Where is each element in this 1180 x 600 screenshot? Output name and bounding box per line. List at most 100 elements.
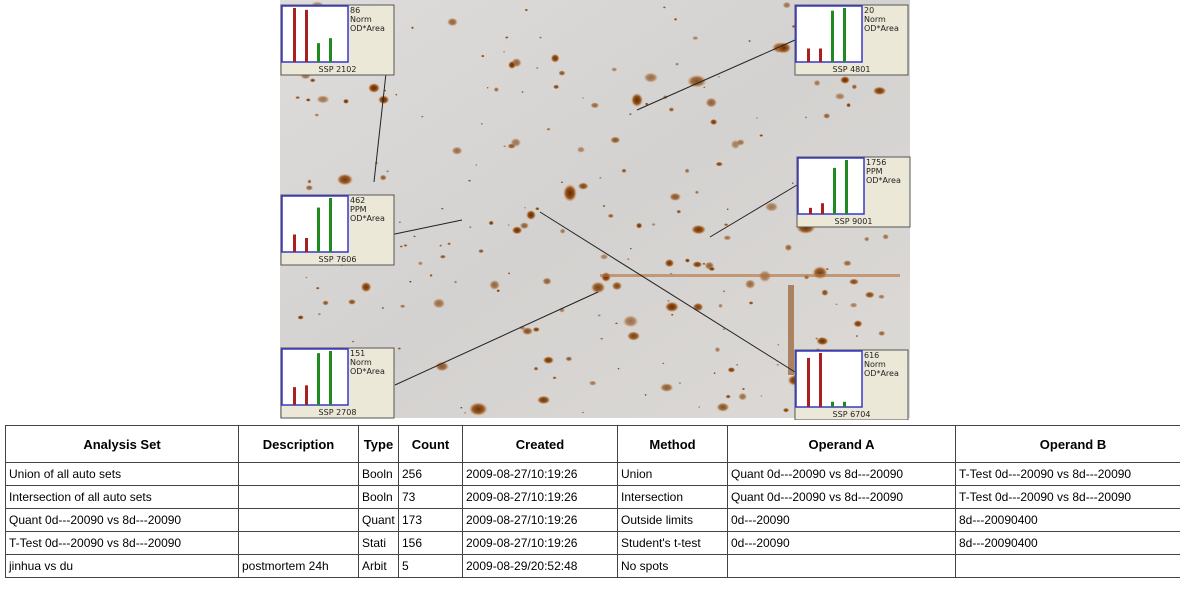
- gel-spot: [352, 341, 355, 343]
- gel-spot: [742, 388, 745, 390]
- gel-spot: [521, 91, 524, 93]
- gel-spot: [835, 303, 838, 305]
- table-cell: 156: [399, 532, 463, 555]
- gel-spot: [590, 102, 599, 108]
- inset-unit: Norm: [350, 15, 372, 24]
- gel-spot: [674, 18, 677, 21]
- gel-spot: [759, 134, 763, 137]
- gel-spot: [651, 223, 655, 226]
- gel-spot: [381, 307, 384, 309]
- inset-bar: [305, 10, 308, 62]
- column-header: Operand B: [956, 426, 1180, 463]
- inset-plot: [282, 6, 348, 62]
- gel-spot: [718, 76, 721, 78]
- inset-ssp: SSP 4801: [833, 65, 871, 74]
- inset-bar: [809, 208, 812, 214]
- inset-measure: OD*Area: [864, 24, 899, 33]
- gel-spot: [882, 234, 889, 240]
- gel-spot: [546, 128, 550, 131]
- gel-spot: [760, 395, 762, 397]
- gel-spot: [864, 237, 869, 242]
- gel-spot: [560, 228, 566, 233]
- inset-bar: [843, 402, 846, 407]
- gel-spot: [316, 95, 329, 103]
- gel-spot: [603, 205, 606, 208]
- gel-spot: [413, 235, 416, 237]
- table-cell: [239, 509, 359, 532]
- gel-spot: [600, 254, 608, 260]
- gel-spot: [503, 145, 506, 147]
- gel-spot: [792, 182, 794, 184]
- gel-spot: [663, 6, 666, 8]
- table-cell: T-Test 0d---20090 vs 8d---20090: [6, 532, 239, 555]
- table-row: Union of all auto setsBooln2562009-08-27…: [6, 463, 1180, 486]
- gel-spot: [582, 97, 584, 99]
- gel-spot: [667, 300, 670, 302]
- gel-spot: [698, 406, 700, 408]
- gel-spot: [297, 315, 304, 320]
- gel-spot: [715, 162, 723, 167]
- gel-spot: [368, 83, 380, 93]
- inset-ssp: SSP 6704: [833, 410, 871, 419]
- gel-spot: [849, 278, 859, 285]
- gel-spot: [533, 327, 540, 332]
- table-cell: Quant: [359, 509, 399, 532]
- gel-spot: [636, 223, 643, 229]
- gel-spot: [599, 177, 602, 179]
- gel-spot: [307, 179, 311, 183]
- gel-spot: [478, 249, 484, 253]
- table-cell: Intersection: [618, 486, 728, 509]
- gel-spot: [553, 85, 559, 90]
- gel-spot: [537, 396, 551, 405]
- gel-spot: [452, 147, 463, 155]
- inset-unit: Norm: [864, 360, 886, 369]
- table-cell: Quant 0d---20090 vs 8d---20090: [6, 509, 239, 532]
- inset-bar: [843, 8, 846, 62]
- table-cell: [239, 532, 359, 555]
- gel-spot: [814, 80, 821, 86]
- table-cell: [956, 555, 1180, 578]
- gel-spot: [512, 226, 523, 234]
- gel-spot: [777, 42, 792, 53]
- table-cell: Stati: [359, 532, 399, 555]
- gel-spot: [551, 54, 560, 63]
- inset-value: 462: [350, 196, 365, 205]
- gel-spot: [411, 26, 414, 29]
- gel-spot: [578, 182, 589, 189]
- gel-spot: [430, 274, 433, 277]
- gel-spot: [695, 191, 699, 194]
- column-header: Count: [399, 426, 463, 463]
- gel-spot: [318, 313, 322, 316]
- gel-spot: [522, 327, 533, 335]
- inset-plot: [282, 196, 348, 252]
- gel-spot: [675, 63, 679, 66]
- table-cell: 2009-08-27/10:19:26: [463, 486, 618, 509]
- table-cell: Booln: [359, 463, 399, 486]
- inset-bar: [833, 168, 836, 214]
- table-cell: postmortem 24h: [239, 555, 359, 578]
- gel-spot: [507, 143, 516, 149]
- table-cell: Intersection of all auto sets: [6, 486, 239, 509]
- gel-spot: [591, 282, 606, 294]
- table-cell: 2009-08-27/10:19:26: [463, 532, 618, 555]
- inset-bar: [807, 49, 810, 63]
- inset-measure: OD*Area: [350, 24, 385, 33]
- gel-spot: [685, 258, 690, 263]
- gel-spot: [343, 99, 349, 104]
- gel-spot: [600, 338, 603, 340]
- gel-spot: [725, 395, 730, 399]
- gel-spot: [823, 113, 830, 119]
- gel-spot: [713, 372, 715, 374]
- gel-spot: [617, 368, 619, 370]
- inset-bar: [329, 351, 332, 405]
- inset-bar: [293, 8, 296, 62]
- gel-streak: [600, 274, 900, 277]
- gel-spot: [612, 282, 623, 291]
- gel-spot: [488, 221, 493, 226]
- gel-spot: [853, 320, 862, 327]
- gel-spot: [447, 18, 458, 27]
- inset-unit: Norm: [864, 15, 886, 24]
- inset-measure: OD*Area: [866, 176, 901, 185]
- gel-spot: [409, 281, 412, 283]
